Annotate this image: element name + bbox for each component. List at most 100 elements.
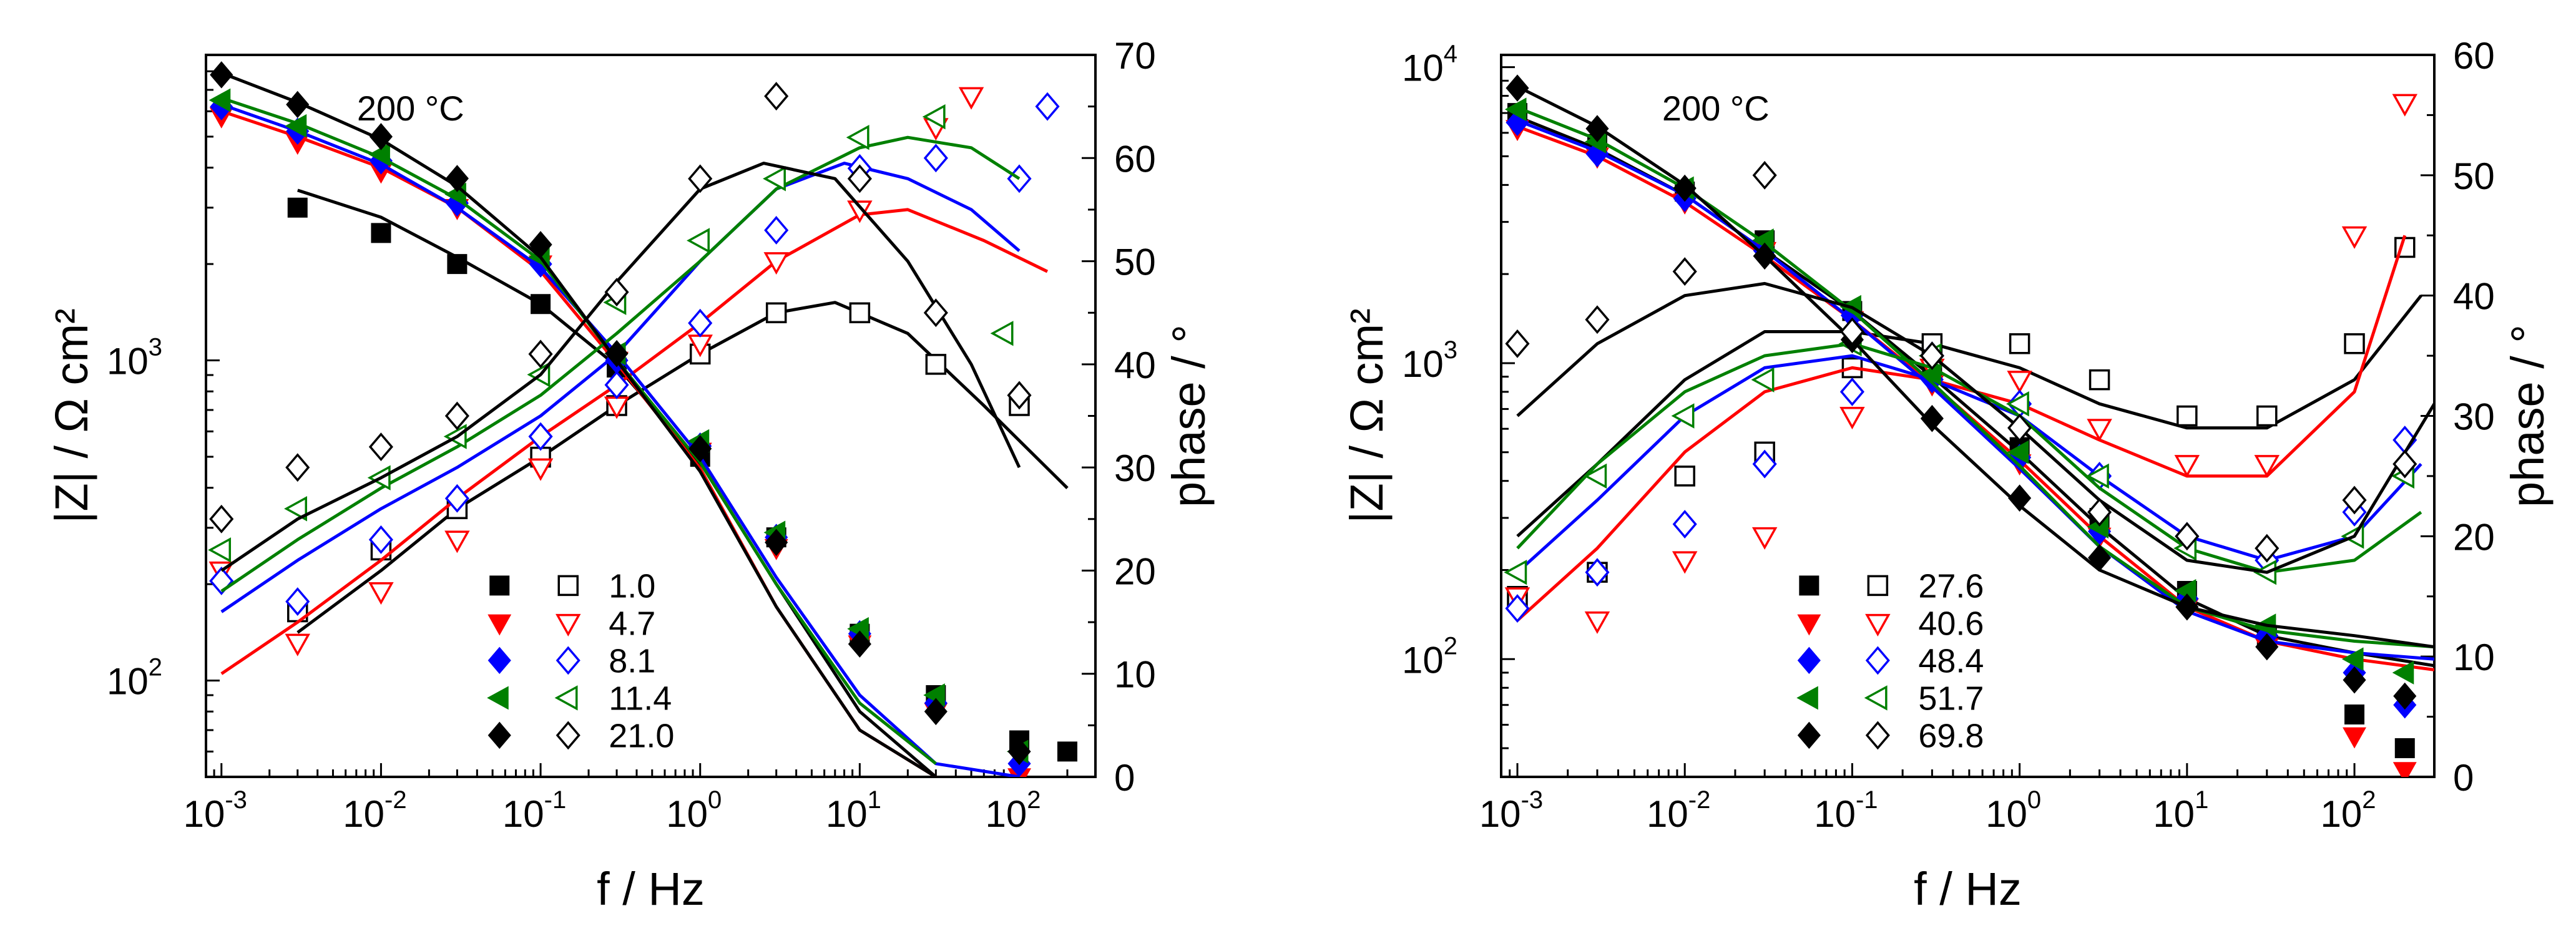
magnitude-point — [368, 142, 390, 167]
y2-tick-label: 40 — [2453, 276, 2495, 318]
x-tick-label: 101 — [2153, 786, 2208, 835]
x-tick-label: 100 — [1986, 786, 2041, 835]
legend-marker-filled — [1797, 614, 1821, 636]
phase-point — [1584, 463, 1607, 489]
x-tick-label: 102 — [2321, 786, 2376, 835]
fit-line-magnitude — [1516, 85, 2434, 649]
phase-point — [1751, 527, 1778, 550]
magnitude-point — [529, 231, 552, 258]
phase-point — [1752, 160, 1777, 190]
phase-point — [2341, 226, 2368, 249]
magnitude-point — [371, 223, 391, 243]
y2-tick-label: 10 — [2453, 636, 2495, 678]
magnitude-point — [285, 114, 307, 138]
phase-point — [764, 82, 789, 111]
phase-point — [1752, 449, 1777, 479]
temperature-annotation: 200 °C — [1662, 89, 1770, 128]
x-tick-label: 10-3 — [1479, 786, 1543, 835]
x-axis-title: f / Hz — [1914, 863, 2022, 915]
phase-point — [1674, 466, 1695, 487]
phase-point — [285, 633, 310, 656]
phase-point — [528, 339, 553, 369]
phase-point — [2175, 522, 2200, 551]
phase-point — [209, 504, 234, 534]
legend-marker-open — [1864, 685, 1888, 711]
legend-label: 48.4 — [1918, 642, 1984, 680]
phase-point — [368, 525, 393, 554]
magnitude-point — [2175, 593, 2199, 621]
legend-label: 1.0 — [609, 567, 655, 605]
phase-point — [1672, 551, 1698, 574]
y2-tick-label: 30 — [1114, 447, 1156, 489]
phase-point — [1672, 510, 1697, 539]
phase-point — [763, 252, 789, 275]
magnitude-point — [369, 123, 393, 150]
fit-line-phase — [220, 162, 1021, 572]
magnitude-point — [1504, 97, 1527, 122]
legend-entry: 51.7 — [1796, 680, 1984, 717]
y-axis-title: |Z| / Ω cm² — [46, 308, 97, 524]
magnitude-point — [2008, 484, 2032, 512]
x-tick-label: 102 — [986, 786, 1041, 835]
legend-entry: 40.6 — [1797, 605, 1984, 642]
magnitude-point — [2392, 661, 2414, 685]
phase-point — [847, 164, 872, 193]
x-tick-label: 100 — [666, 786, 722, 835]
y-tick-label: 103 — [107, 334, 162, 383]
phase-point — [2007, 413, 2032, 442]
phase-point — [1504, 559, 1527, 585]
phase-point — [2089, 369, 2110, 391]
phase-point — [1672, 257, 1697, 286]
phase-point — [1584, 611, 1610, 634]
magnitude-point — [2088, 544, 2112, 572]
legend-entry: 8.1 — [487, 642, 655, 680]
fit-line-phase — [220, 135, 1021, 593]
legend-entry: 27.6 — [1799, 567, 1984, 605]
phase-point — [1007, 164, 1032, 193]
phase-point — [990, 321, 1014, 346]
magnitude-point — [208, 88, 231, 112]
phase-point — [2344, 333, 2365, 354]
magnitude-point — [1585, 115, 1609, 142]
phase-point — [764, 216, 789, 245]
y-tick-label: 104 — [1402, 41, 1457, 89]
phase-point — [444, 401, 469, 431]
fit-line-phase — [220, 208, 1049, 675]
legend-marker-filled — [487, 646, 511, 675]
magnitude-point — [2343, 666, 2366, 694]
x-tick-label: 10-2 — [1647, 786, 1710, 835]
y2-tick-label: 10 — [1114, 654, 1156, 696]
phase-point — [1585, 305, 1610, 334]
phase-point — [2177, 405, 2198, 427]
phase-point — [285, 453, 310, 482]
phase-point — [208, 537, 232, 563]
phase-point — [2087, 497, 2112, 527]
legend-marker-open — [556, 646, 580, 675]
phase-point — [2085, 463, 2109, 489]
phase-point — [2007, 371, 2032, 394]
phase-point — [368, 582, 394, 605]
y2-axis-title: phase / ° — [1163, 324, 1215, 507]
y-tick-label: 102 — [1402, 632, 1457, 681]
legend-marker-open — [557, 575, 579, 597]
x-tick-label: 10-2 — [343, 786, 406, 835]
magnitude-point — [605, 339, 629, 368]
fit-line-phase — [1516, 354, 2422, 574]
legend-label: 8.1 — [609, 642, 655, 680]
phase-point — [2005, 391, 2029, 417]
legend-label: 51.7 — [1918, 680, 1984, 717]
legend-label: 11.4 — [609, 680, 672, 717]
phase-point — [1919, 341, 1944, 371]
phase-point — [1505, 329, 1530, 358]
phase-point — [285, 587, 310, 616]
phase-point — [2392, 94, 2418, 117]
legend-marker-filled — [487, 614, 512, 636]
phase-point — [527, 458, 554, 481]
y2-tick-label: 40 — [1114, 344, 1156, 386]
legend-entry: 21.0 — [487, 717, 674, 754]
legend-label: 69.8 — [1918, 717, 1984, 754]
y-tick-label: 102 — [107, 654, 162, 703]
phase-point — [2087, 419, 2112, 442]
legend-entry: 11.4 — [487, 680, 672, 717]
y2-tick-label: 20 — [2453, 516, 2495, 558]
